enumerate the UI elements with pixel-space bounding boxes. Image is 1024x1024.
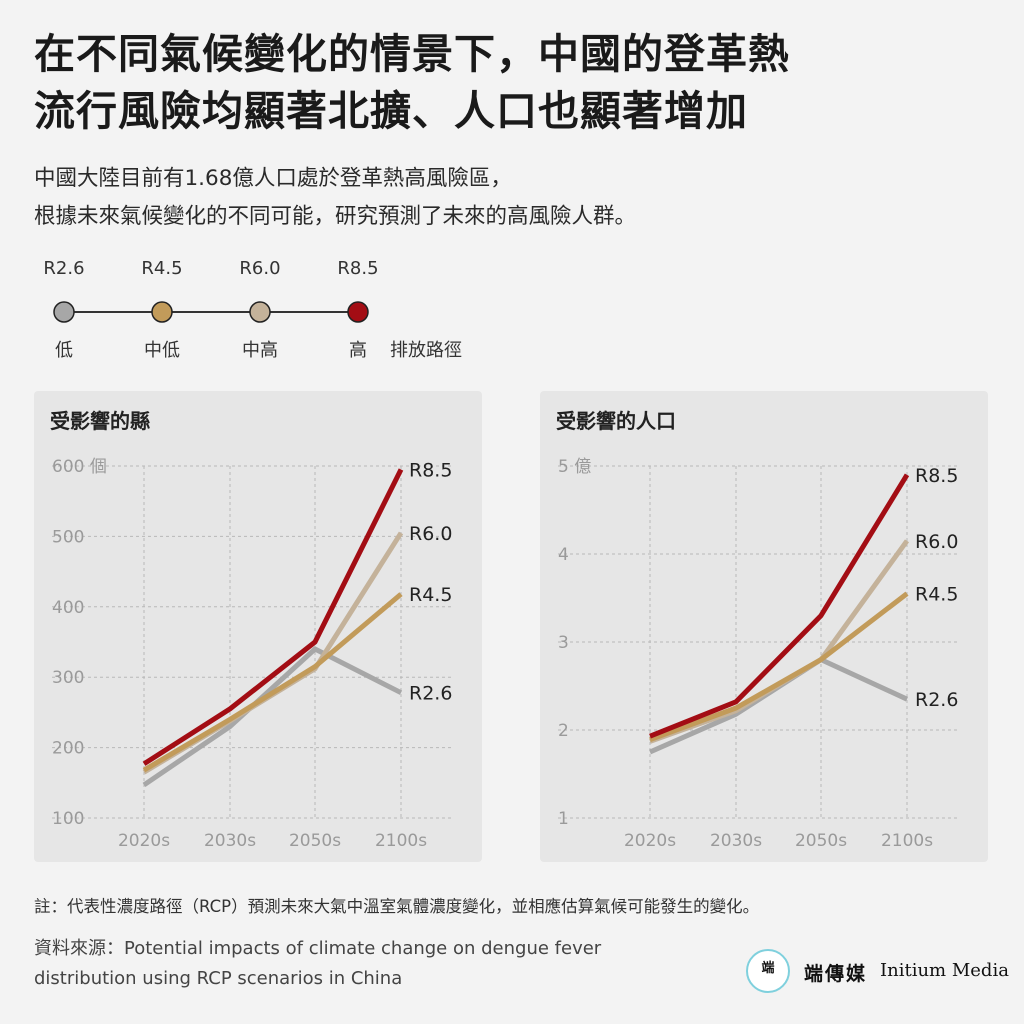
chart-panel-counties: 受影響的縣 100 200 300 400 500 600 個 2020s 2030s 2050… [34,391,482,862]
x-tick-label: 2030s [710,831,762,851]
y-tick-label: 400 [52,598,84,618]
title-line-2: 流行風險均顯著北擴、人口也顯著增加 [34,87,748,135]
brand[interactable]: 端 端傳媒 Initium Media [746,945,1016,997]
y-tick-label: 2 [558,721,569,741]
y-tick-label: 600 個 [52,457,107,477]
subtitle-line-2: 根據未來氣候變化的不同可能，研究預測了未來的高風險人群。 [34,204,637,229]
series-label-r45: R4.5 [915,584,958,606]
page-subtitle: 中國大陸目前有1.68億人口處於登革熱高風險區， 根據未來氣候變化的不同可能，研… [34,160,994,236]
series-label-r60: R6.0 [915,531,958,553]
legend-level-r60: 中高 [242,340,278,361]
legend-dot-r85 [347,301,369,323]
series-label-r85: R8.5 [409,460,452,482]
series-line-r45 [649,591,909,743]
legend-path-label: 排放路徑 [390,340,462,361]
brand-name-cn: 端傳媒 [804,963,868,985]
chart-counties: 100 200 300 400 500 600 個 2020s 2030s 2050s 2100s… [52,457,454,851]
y-tick-label: 300 [52,668,84,688]
source-line-1: 資料來源：Potential impacts of climate change… [34,938,602,959]
x-tick-label: 2030s [204,831,256,851]
x-tick-label: 2100s [881,831,933,851]
y-tick-label: 200 [52,739,84,759]
subtitle-line-1: 中國大陸目前有1.68億人口處於登革熱高風險區， [34,166,512,191]
series-label-r60: R6.0 [409,523,452,545]
legend-level-r26: 低 [55,340,73,361]
series-line-r60 [649,539,910,744]
initium-logo-icon: 端 [746,949,790,993]
chart-panel-population: 受影響的人口 1 2 3 4 5 億 2020s 2030s 2050s 2100s R2.6 R6… [540,391,988,862]
legend-level-r85: 高 [349,340,367,361]
brand-name-en: Initium Media [880,960,1009,981]
legend-code-r26: R2.6 [43,258,85,279]
y-tick-label: 3 [558,633,569,653]
legend-code-r60: R6.0 [239,258,281,279]
source-line-2: distribution using RCP scenarios in Chin… [34,968,403,989]
series-label-r26: R2.6 [915,689,958,711]
y-tick-label: 1 [558,809,569,829]
legend-code-r45: R4.5 [141,258,183,279]
legend-level-r45: 中低 [144,340,180,361]
series-line-r85 [649,473,910,739]
series-label-r26: R2.6 [409,683,452,705]
series-line-r26 [648,657,909,755]
y-tick-label: 500 [52,527,84,547]
legend-code-r85: R8.5 [337,258,379,279]
page-title: 在不同氣候變化的情景下，中國的登革熱 流行風險均顯著北擴、人口也顯著增加 [34,26,994,140]
x-tick-label: 2020s [118,831,170,851]
x-tick-label: 2050s [795,831,847,851]
chart-population: 1 2 3 4 5 億 2020s 2030s 2050s 2100s R2.6 R6.0 R4.5 R… [558,457,960,851]
x-tick-label: 2100s [375,831,427,851]
series-label-r45: R4.5 [409,584,452,606]
x-tick-label: 2020s [624,831,676,851]
legend-dot-r26 [53,301,75,323]
y-tick-label: 4 [558,545,569,565]
y-tick-label: 100 [52,809,84,829]
title-line-1: 在不同氣候變化的情景下，中國的登革熱 [34,30,790,78]
legend-scale [53,301,369,323]
series-line-r85 [142,468,404,766]
source-citation: 資料來源：Potential impacts of climate change… [34,934,674,994]
y-tick-label: 5 億 [558,457,591,477]
legend: R2.6 低 R4.5 中低 R6.0 中高 R8.5 高 排放路徑 [34,252,514,372]
footnote: 註：代表性濃度路徑（RCP）預測未來大氣中溫室氣體濃度變化，並相應估算氣候可能發… [34,897,760,916]
series-line-r45 [142,592,403,773]
logo-mark: 端 [761,961,775,976]
chart-title-counties: 受影響的縣 [50,409,150,433]
series-line-r26 [142,646,403,787]
x-tick-label: 2050s [289,831,341,851]
series-label-r85: R8.5 [915,465,958,487]
legend-dot-r45 [151,301,173,323]
legend-dot-r60 [249,301,271,323]
chart-title-population: 受影響的人口 [556,409,676,433]
